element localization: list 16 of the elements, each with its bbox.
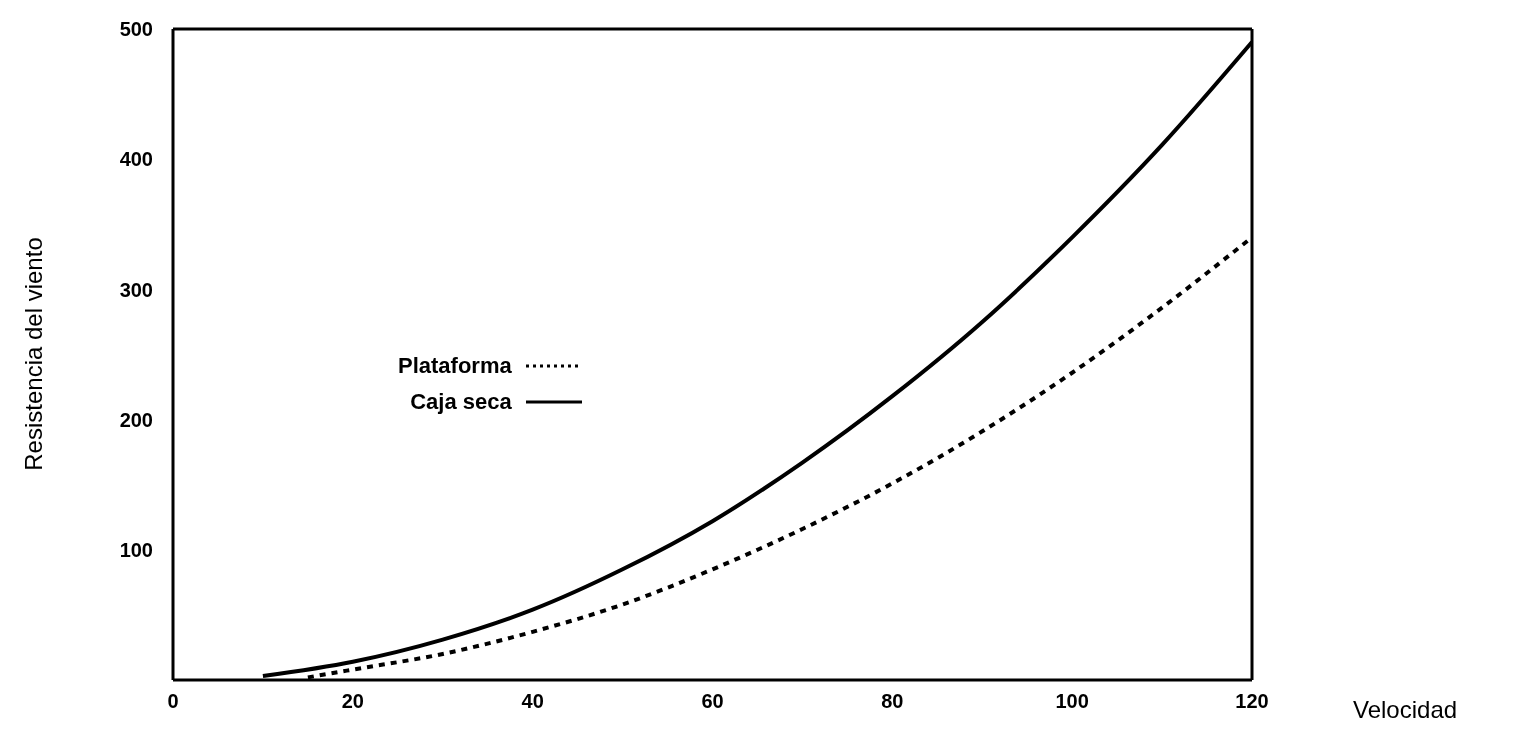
- x-tick-label: 60: [701, 690, 724, 713]
- x-tick-label: 0: [167, 690, 179, 713]
- x-axis-title: Velocidad: [1353, 696, 1458, 724]
- y-axis-title: Resistencia del viento: [20, 237, 48, 471]
- legend-label: Caja seca: [409, 389, 512, 415]
- y-tick-label: 100: [119, 538, 153, 561]
- y-tick-label: 200: [119, 408, 153, 431]
- x-tick-label: 20: [341, 690, 364, 713]
- y-tick-label: 300: [119, 278, 153, 301]
- legend-label: Plataforma: [398, 353, 512, 379]
- x-tick-label: 120: [1235, 690, 1269, 713]
- x-tick-label: 100: [1055, 690, 1089, 713]
- y-tick-label: 400: [119, 148, 153, 171]
- x-tick-label: 80: [881, 690, 904, 713]
- y-tick-label: 500: [119, 18, 153, 41]
- x-tick-label: 40: [521, 690, 544, 713]
